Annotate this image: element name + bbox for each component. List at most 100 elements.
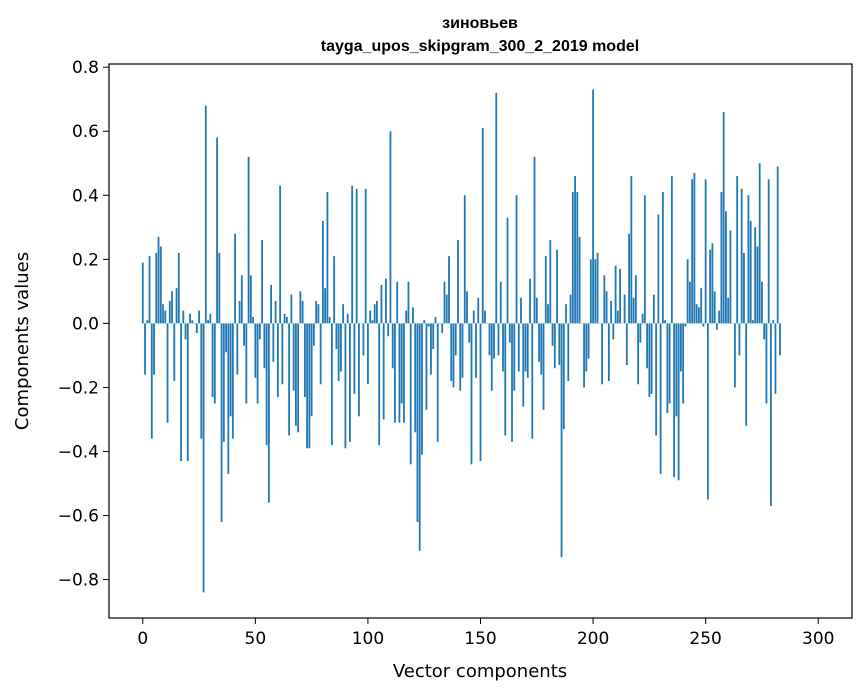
y-tick-label: −0.6 (58, 507, 99, 527)
bar-158 (497, 323, 500, 356)
bar-96 (358, 323, 360, 417)
bar-165 (513, 323, 516, 391)
y-tick-label: 0.4 (72, 186, 99, 206)
bar-88 (340, 323, 342, 372)
bar-121 (414, 323, 417, 433)
bar-159 (499, 281, 502, 324)
bar-268 (745, 323, 748, 426)
bar-172 (529, 278, 531, 324)
bar-200 (592, 89, 594, 324)
bar-131 (436, 323, 439, 442)
bar-151 (481, 128, 484, 324)
x-tick-label: 200 (577, 629, 609, 649)
bar-142 (461, 323, 464, 378)
bar-157 (495, 92, 498, 324)
bar-45 (243, 323, 245, 346)
bar-138 (452, 323, 455, 388)
bar-18 (182, 310, 185, 324)
bar-0 (141, 262, 144, 324)
bar-155 (490, 323, 493, 391)
bar-34 (218, 252, 221, 324)
bar-265 (738, 323, 741, 356)
y-axis: −0.8 −0.6 −0.4 −0.2 0.0 0.2 0.4 0.6 0.8 (58, 58, 109, 591)
bar-79 (319, 323, 322, 385)
bar-224 (646, 323, 649, 369)
bar-181 (549, 240, 552, 324)
bar-190 (569, 294, 572, 324)
bar-226 (650, 323, 653, 394)
bar-234 (668, 323, 671, 404)
bar-238 (677, 323, 680, 481)
bar-28 (204, 105, 207, 324)
bar-186 (560, 323, 563, 558)
bar-113 (396, 281, 399, 324)
bar-199 (589, 259, 592, 324)
bar-126 (425, 323, 428, 410)
bar-112 (394, 323, 396, 423)
bar-60 (276, 323, 279, 398)
bar-266 (740, 188, 743, 324)
x-tick-label: 50 (245, 629, 267, 649)
bar-163 (508, 323, 511, 343)
bar-9 (162, 304, 164, 324)
bar-118 (407, 281, 410, 324)
bar-83 (328, 316, 331, 324)
bar-219 (634, 275, 637, 324)
bar-221 (639, 323, 642, 343)
bar-161 (504, 323, 507, 436)
bar-215 (625, 323, 628, 366)
bar-110 (389, 131, 392, 324)
bar-141 (459, 323, 462, 391)
bar-259 (725, 211, 727, 324)
bar-173 (531, 323, 534, 439)
bar-225 (648, 323, 651, 398)
bar-216 (628, 233, 630, 324)
x-tick-label: 150 (464, 629, 496, 649)
bar-70 (299, 291, 302, 324)
bar-192 (574, 176, 576, 324)
bar-130 (434, 316, 437, 324)
bar-283 (779, 323, 781, 356)
bar-261 (729, 230, 732, 324)
bar-25 (198, 310, 200, 324)
bar-38 (227, 323, 230, 474)
bar-184 (556, 249, 558, 324)
bar-61 (279, 185, 282, 324)
bar-150 (479, 323, 482, 462)
bar-196 (583, 323, 585, 388)
bar-69 (297, 323, 300, 433)
bar-251 (707, 323, 709, 500)
bar-170 (524, 323, 527, 372)
bar-274 (758, 163, 761, 324)
bar-207 (607, 323, 610, 382)
bar-227 (652, 294, 655, 324)
bar-101 (369, 310, 372, 324)
bar-3 (148, 256, 151, 324)
bar-66 (290, 294, 293, 324)
y-tick-label: 0.6 (72, 122, 99, 142)
bar-10 (164, 310, 167, 324)
bar-201 (594, 259, 597, 324)
bar-154 (488, 323, 491, 356)
bar-32 (213, 323, 216, 404)
bar-84 (331, 323, 333, 446)
bar-46 (245, 323, 248, 404)
bar-115 (400, 323, 403, 404)
bar-270 (749, 220, 752, 324)
bar-233 (666, 323, 669, 414)
bar-73 (306, 323, 309, 449)
bar-232 (664, 320, 667, 324)
bar-90 (344, 323, 347, 449)
bar-2 (146, 320, 149, 324)
bar-241 (684, 323, 687, 327)
bar-75 (310, 323, 313, 417)
bar-86 (335, 323, 338, 350)
bar-223 (643, 195, 646, 324)
bar-167 (517, 323, 520, 372)
bar-252 (709, 249, 712, 324)
chart-subtitle: tayga_upos_skipgram_300_2_2019 model (321, 38, 639, 55)
bar-54 (263, 323, 266, 369)
bar-206 (605, 291, 608, 324)
bar-166 (515, 195, 518, 324)
